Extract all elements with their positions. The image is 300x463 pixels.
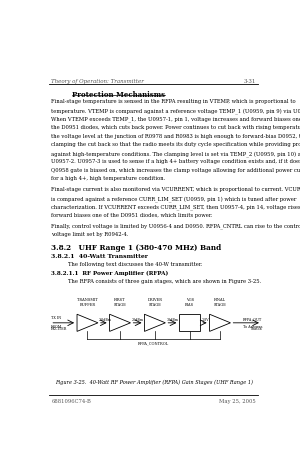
Text: against high-temperature conditions. The clamping level is set via TEMP_2 (U0959: against high-temperature conditions. The…: [52, 150, 300, 156]
Text: 20dBm: 20dBm: [132, 317, 143, 321]
Text: is compared against a reference CURR_LIM_SET (U0959, pin 1) which is tuned after: is compared against a reference CURR_LIM…: [52, 195, 297, 201]
Text: clamping the cut back so that the radio meets its duty cycle specification while: clamping the cut back so that the radio …: [52, 142, 300, 147]
Text: When VTEMP exceeds TEMP_1, the U0957-1, pin 1, voltage increases and forward bia: When VTEMP exceeds TEMP_1, the U0957-1, …: [52, 116, 300, 122]
Text: U0957-2. U0957-3 is used to sense if a high 4+ battery voltage condition exists : U0957-2. U0957-3 is used to sense if a h…: [52, 159, 300, 164]
Polygon shape: [210, 314, 230, 332]
Text: Final-stage temperature is sensed in the RFPA resulting in VTEMP, which is propo: Final-stage temperature is sensed in the…: [52, 99, 296, 104]
Text: for a high 4+, high temperature condition.: for a high 4+, high temperature conditio…: [52, 176, 166, 181]
Text: VGS
BIAS: VGS BIAS: [185, 298, 194, 306]
Text: Q0958 gate is biased on, which increases the clamp voltage allowing for addition: Q0958 gate is biased on, which increases…: [52, 168, 300, 173]
Text: FINAL
STAGE: FINAL STAGE: [214, 298, 226, 306]
Text: characterization. If VCURRENT exceeds CURR_LIM_SET, then U0957-4, pin 14, voltag: characterization. If VCURRENT exceeds CU…: [52, 204, 300, 209]
Text: Protection Mechanisms: Protection Mechanisms: [72, 91, 165, 99]
Text: the D0951 diodes, which cuts back power. Power continues to cut back with rising: the D0951 diodes, which cuts back power.…: [52, 125, 300, 130]
Text: FROM: FROM: [50, 324, 62, 328]
Text: EXCITER: EXCITER: [50, 327, 67, 331]
Text: RFPA_CONTROL: RFPA_CONTROL: [138, 341, 169, 344]
Text: Finally, control voltage is limited by U0956-4 and D0950. RFPA_CNTRL can rise to: Finally, control voltage is limited by U…: [52, 223, 300, 229]
Text: DRIVER
STAGE: DRIVER STAGE: [147, 298, 162, 306]
Text: the voltage level at the junction of R0978 and R0983 is high enough to forward-b: the voltage level at the junction of R09…: [52, 133, 300, 138]
Text: The RFPA consists of three gain stages, which are shown in Figure 3-25.: The RFPA consists of three gain stages, …: [68, 279, 261, 284]
Text: Final-stage current is also monitored via VCURRENT, which is proportional to cur: Final-stage current is also monitored vi…: [52, 187, 300, 192]
Text: temperature. VTEMP is compared against a reference voltage TEMP_1 (U0959, pin 9): temperature. VTEMP is compared against a…: [52, 107, 300, 113]
Text: 6881096C74-B: 6881096C74-B: [52, 398, 91, 403]
Text: Theory of Operation: Transmitter: Theory of Operation: Transmitter: [52, 78, 144, 83]
Text: 3.8.2.1.1  RF Power Amplifier (RFPA): 3.8.2.1.1 RF Power Amplifier (RFPA): [52, 270, 169, 275]
Text: 3.8.2.1  40-Watt Transmitter: 3.8.2.1 40-Watt Transmitter: [52, 253, 148, 258]
Polygon shape: [77, 314, 98, 332]
Polygon shape: [145, 314, 165, 332]
Text: 3.8.2   UHF Range 1 (380-470 MHz) Band: 3.8.2 UHF Range 1 (380-470 MHz) Band: [52, 243, 222, 251]
Text: 2.8V: 2.8V: [201, 317, 209, 321]
Text: Switch: Switch: [251, 327, 262, 331]
Text: To Antenna: To Antenna: [243, 324, 262, 328]
Text: TRANSMIT
BUFFER: TRANSMIT BUFFER: [77, 298, 98, 306]
Text: 3-31: 3-31: [244, 78, 256, 83]
FancyBboxPatch shape: [179, 314, 200, 332]
Text: 2.0dBm: 2.0dBm: [99, 317, 112, 321]
Text: TX IN: TX IN: [50, 316, 61, 319]
Text: 30dBm: 30dBm: [167, 317, 178, 321]
Polygon shape: [110, 314, 130, 332]
Text: May 25, 2005: May 25, 2005: [219, 398, 256, 403]
Text: Figure 3-25.  40-Watt RF Power Amplifier (RFPA) Gain Stages (UHF Range 1): Figure 3-25. 40-Watt RF Power Amplifier …: [55, 379, 253, 384]
Text: RFPA_OUT: RFPA_OUT: [243, 316, 262, 320]
Text: The following text discusses the 40-W transmitter.: The following text discusses the 40-W tr…: [68, 262, 202, 267]
Text: FIRST
STAGE: FIRST STAGE: [114, 298, 127, 306]
Text: voltage limit set by R0942-4.: voltage limit set by R0942-4.: [52, 232, 129, 237]
Text: forward biases one of the D0951 diodes, which limits power.: forward biases one of the D0951 diodes, …: [52, 213, 213, 218]
